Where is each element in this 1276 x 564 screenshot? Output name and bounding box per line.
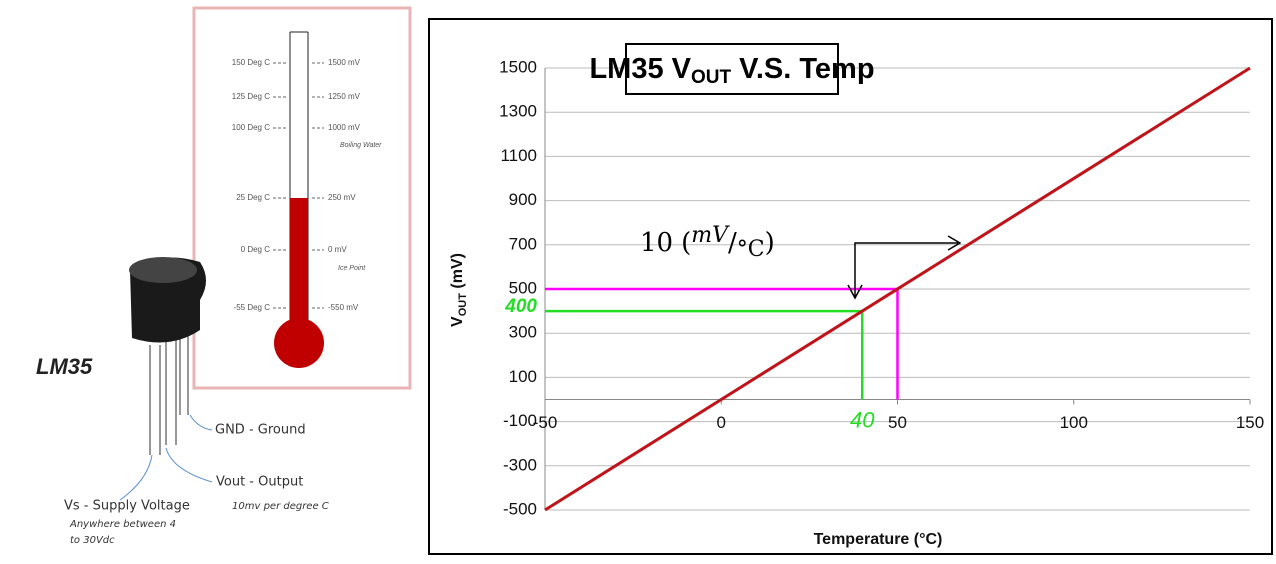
y-title-part: (mV) — [449, 253, 466, 293]
y-tick-label: 1100 — [500, 146, 537, 165]
page: 150 Deg C 1500 mV 125 Deg C 1250 mV 100 … — [0, 0, 1276, 559]
guide-x-label: 40 — [850, 407, 875, 432]
note: 10mv per degree C — [232, 501, 329, 512]
note: Anywhere between 4 — [69, 519, 176, 530]
temp-label: 100 Deg C — [232, 123, 270, 132]
temp-label: 150 Deg C — [232, 58, 270, 67]
temp-label: -55 Deg C — [234, 303, 271, 312]
body-top — [129, 257, 197, 283]
temp-label: 25 Deg C — [236, 193, 270, 202]
title-part: V.S. Temp — [731, 53, 874, 85]
temp-label: 0 Deg C — [241, 245, 271, 254]
voltage-label: 1250 mV — [328, 92, 361, 101]
note: Boiling Water — [340, 142, 382, 149]
y-tick-label: 1500 — [499, 57, 537, 76]
y-tick-label: -300 — [503, 455, 537, 474]
chart-frame — [429, 19, 1272, 554]
y-tick-label: 700 — [509, 234, 537, 253]
x-tick-label: 50 — [888, 413, 907, 432]
x-axis-title: Temperature (°C) — [814, 531, 943, 548]
mercury — [290, 198, 308, 323]
paren: ) — [765, 228, 775, 258]
y-tick-label: 100 — [509, 367, 537, 386]
slash: / — [728, 228, 737, 258]
y-tick-label: 300 — [509, 323, 537, 342]
bulb — [274, 318, 324, 368]
guide-y-label: 400 — [504, 296, 537, 317]
pin-label: GND - Ground — [215, 423, 306, 438]
x-tick-label: 0 — [717, 413, 726, 432]
x-tick-label: -50 — [533, 413, 558, 432]
slope-per: °C — [737, 237, 765, 262]
paren: ( — [681, 228, 691, 258]
y-tick-label: 500 — [509, 278, 537, 297]
y-title-sub: OUT — [457, 293, 469, 317]
voltage-label: -550 mV — [328, 303, 359, 312]
pin-label: Vs - Supply Voltage — [64, 499, 190, 514]
chart-title: LM35 VOUT V.S. Temp — [589, 53, 874, 88]
title-sub: OUT — [691, 67, 732, 88]
pin-label: Vout - Output — [216, 475, 303, 490]
title-part: LM35 V — [589, 53, 691, 85]
legs — [150, 335, 188, 455]
x-tick-label: 100 — [1060, 413, 1088, 432]
note: Ice Point — [338, 265, 366, 272]
y-title-part: V — [449, 316, 466, 327]
temp-label: 125 Deg C — [232, 92, 270, 101]
voltage-label: 250 mV — [328, 193, 356, 202]
y-tick-label: 900 — [509, 190, 537, 209]
note: to 30Vdc — [70, 535, 115, 546]
voltage-label: 1500 mV — [328, 58, 361, 67]
part-label: LM35 — [36, 354, 93, 379]
y-tick-label: -500 — [503, 499, 537, 518]
y-tick-label: 1300 — [499, 102, 537, 121]
slope-number: 10 — [640, 228, 673, 258]
x-tick-label: 150 — [1236, 413, 1264, 432]
voltage-label: 1000 mV — [328, 123, 361, 132]
slope-unit: mV — [691, 223, 730, 248]
figure: 150 Deg C 1500 mV 125 Deg C 1250 mV 100 … — [0, 0, 1276, 559]
voltage-label: 0 mV — [328, 245, 347, 254]
